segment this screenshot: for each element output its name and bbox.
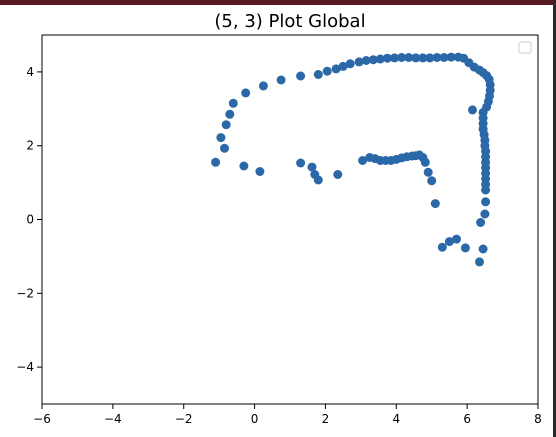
data-point xyxy=(432,53,442,62)
data-point xyxy=(216,133,226,143)
data-point xyxy=(258,81,268,91)
data-point xyxy=(437,242,447,252)
x-tick-label: 8 xyxy=(534,412,542,426)
y-axis: −4 −2 0 2 4 xyxy=(16,65,42,374)
data-point xyxy=(354,57,364,67)
x-tick-label: −2 xyxy=(175,412,193,426)
data-point xyxy=(425,53,435,63)
data-point xyxy=(239,161,249,171)
data-point xyxy=(220,143,229,153)
chart-title: (5, 3) Plot Global xyxy=(214,11,365,32)
data-point xyxy=(375,54,385,64)
data-point xyxy=(276,75,286,85)
data-point xyxy=(365,153,375,162)
data-point xyxy=(255,167,265,176)
data-point xyxy=(228,98,238,108)
y-tick-label: 0 xyxy=(26,213,34,227)
data-point xyxy=(322,66,332,76)
data-point xyxy=(225,109,235,119)
data-point xyxy=(476,218,486,227)
data-point xyxy=(397,53,407,62)
x-tick-label: 2 xyxy=(322,412,330,426)
data-point xyxy=(427,176,437,186)
data-point xyxy=(480,209,490,219)
window-right-edge xyxy=(553,0,556,437)
data-point xyxy=(444,237,454,247)
data-point xyxy=(368,55,378,65)
data-point xyxy=(423,167,433,177)
x-tick-label: 0 xyxy=(251,412,259,426)
data-point xyxy=(338,61,348,71)
data-point xyxy=(221,120,231,130)
data-point xyxy=(296,71,306,81)
data-point xyxy=(382,53,392,63)
data-point xyxy=(411,53,421,63)
data-point xyxy=(446,52,456,62)
x-tick-label: 6 xyxy=(463,412,471,426)
data-point xyxy=(333,170,343,179)
window-top-strip xyxy=(0,0,556,5)
x-tick-label: −4 xyxy=(104,412,122,426)
data-points xyxy=(211,52,495,267)
data-point xyxy=(358,156,368,165)
data-point xyxy=(404,53,414,62)
data-point xyxy=(481,185,491,195)
data-point xyxy=(452,234,461,244)
data-point xyxy=(390,53,399,63)
legend-box xyxy=(518,41,532,54)
data-point xyxy=(211,157,221,167)
y-tick-label: 4 xyxy=(26,65,34,79)
data-point xyxy=(241,88,251,98)
y-tick-label: −4 xyxy=(16,360,34,374)
plot-area-frame xyxy=(41,34,539,405)
data-point xyxy=(296,158,306,168)
x-tick-label: 4 xyxy=(392,412,400,426)
data-point xyxy=(345,59,355,69)
data-point xyxy=(468,105,477,115)
data-point xyxy=(331,64,341,74)
data-point xyxy=(481,197,491,207)
x-tick-label: −6 xyxy=(33,412,51,426)
x-axis: −6 −4 −2 0 2 4 6 8 xyxy=(33,404,542,426)
data-point xyxy=(361,56,371,65)
y-tick-label: 2 xyxy=(26,139,34,153)
y-tick-label: −2 xyxy=(16,286,34,300)
data-point xyxy=(478,244,488,254)
data-point xyxy=(313,70,323,79)
data-point xyxy=(475,257,484,267)
data-point xyxy=(310,170,320,179)
data-point xyxy=(439,53,449,62)
data-point xyxy=(307,162,317,172)
data-point xyxy=(460,243,470,253)
data-point xyxy=(418,53,428,63)
data-point xyxy=(430,199,440,209)
